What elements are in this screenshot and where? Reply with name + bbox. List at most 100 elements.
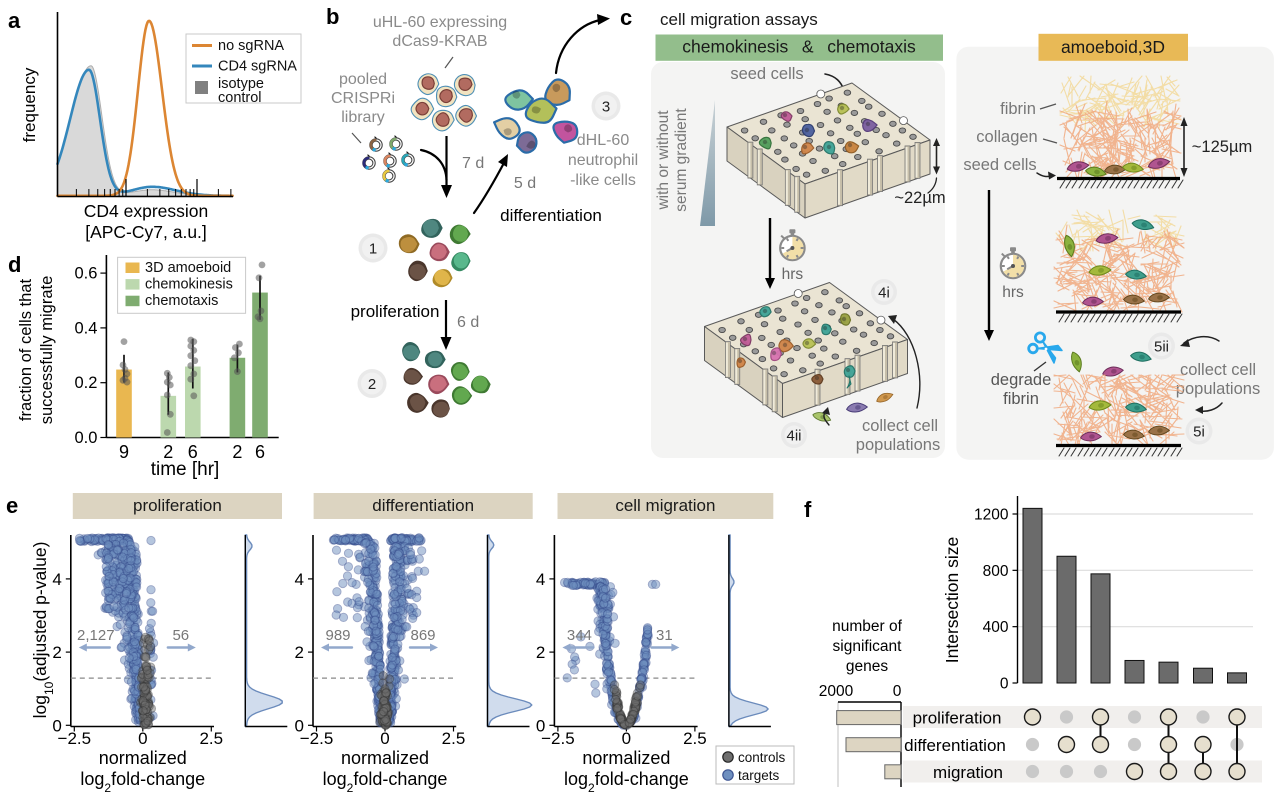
svg-text:1: 1 [369, 240, 377, 257]
svg-text:with or without: with or without [655, 110, 672, 211]
svg-text:pooled: pooled [339, 71, 387, 88]
svg-text:0: 0 [893, 683, 902, 700]
svg-text:56: 56 [172, 627, 189, 644]
svg-text:proliferation: proliferation [351, 302, 440, 321]
svg-text:0.0: 0.0 [74, 429, 97, 447]
svg-text:neutrophil: neutrophil [568, 152, 638, 169]
svg-text:e: e [6, 493, 18, 518]
svg-text:fibrin: fibrin [1000, 100, 1036, 118]
svg-text:0: 0 [1000, 676, 1009, 693]
svg-text:Intersection size: Intersection size [942, 537, 962, 663]
svg-text:CD4 expression: CD4 expression [84, 201, 209, 221]
svg-text:1200: 1200 [974, 507, 1009, 524]
svg-text:successfully migrate: successfully migrate [38, 276, 56, 425]
svg-text:~125µm: ~125µm [1192, 138, 1252, 156]
svg-text:9: 9 [119, 442, 129, 462]
svg-text:6: 6 [188, 442, 198, 462]
svg-text:migration: migration [933, 763, 1003, 782]
svg-text:proliferation: proliferation [913, 709, 1002, 728]
svg-text:c: c [620, 5, 632, 30]
svg-text:2,127: 2,127 [77, 627, 115, 644]
svg-text:cell migration assays: cell migration assays [660, 10, 818, 29]
svg-text:collect cell: collect cell [862, 417, 938, 435]
svg-text:log2fold-change: log2fold-change [564, 769, 689, 795]
svg-text:4i: 4i [878, 284, 890, 301]
svg-text:2: 2 [295, 643, 304, 662]
svg-text:collect cell: collect cell [1180, 361, 1256, 379]
svg-text:2: 2 [232, 442, 242, 462]
svg-text:−2.5: −2.5 [300, 729, 334, 748]
svg-text:~22µm: ~22µm [894, 189, 945, 207]
svg-text:chemokinesis & chemotaxis: chemokinesis & chemotaxis [682, 37, 916, 57]
svg-text:frequency: frequency [20, 67, 39, 142]
svg-text:[APC-Cy7, a.u.]: [APC-Cy7, a.u.] [85, 222, 207, 242]
svg-text:800: 800 [983, 563, 1009, 580]
svg-text:amoeboid,3D: amoeboid,3D [1061, 37, 1165, 57]
svg-text:f: f [804, 497, 812, 522]
svg-text:4: 4 [295, 570, 304, 589]
svg-text:cell migration: cell migration [615, 496, 715, 515]
svg-text:degrade: degrade [991, 371, 1052, 389]
svg-text:hrs: hrs [1002, 284, 1024, 301]
svg-text:seed cells: seed cells [963, 156, 1036, 174]
svg-text:4ii: 4ii [786, 427, 801, 444]
svg-text:2.5: 2.5 [442, 729, 466, 748]
svg-text:-like cells: -like cells [570, 172, 636, 189]
svg-text:normalized: normalized [341, 748, 429, 768]
svg-text:0: 0 [138, 729, 147, 748]
svg-text:0: 0 [52, 716, 61, 735]
svg-text:collagen: collagen [976, 128, 1037, 146]
svg-text:2: 2 [163, 442, 173, 462]
svg-text:b: b [326, 4, 339, 29]
svg-text:populations: populations [1176, 380, 1260, 398]
svg-text:proliferation: proliferation [133, 496, 222, 515]
svg-text:0.4: 0.4 [74, 319, 97, 337]
svg-text:significant: significant [833, 638, 903, 655]
svg-text:5i: 5i [1193, 423, 1205, 440]
svg-text:2.5: 2.5 [199, 729, 223, 748]
svg-text:isotype: isotype [218, 76, 264, 92]
svg-text:differentiation: differentiation [500, 206, 602, 225]
svg-text:3: 3 [602, 98, 610, 115]
svg-text:differentiation: differentiation [904, 736, 1006, 755]
svg-text:no sgRNA: no sgRNA [218, 38, 284, 54]
svg-text:31: 31 [656, 627, 673, 644]
svg-text:fraction of cells that: fraction of cells that [17, 279, 35, 422]
svg-text:869: 869 [410, 627, 435, 644]
svg-text:controls: controls [738, 750, 786, 765]
svg-text:chemokinesis: chemokinesis [145, 277, 233, 293]
svg-text:5 d: 5 d [514, 175, 536, 192]
svg-text:3D amoeboid: 3D amoeboid [145, 260, 231, 276]
svg-text:populations: populations [856, 436, 940, 454]
svg-text:0.6: 0.6 [74, 265, 97, 283]
svg-text:number of: number of [832, 618, 902, 635]
svg-text:−2.5: −2.5 [541, 729, 575, 748]
svg-text:0.2: 0.2 [74, 374, 97, 392]
svg-text:0: 0 [295, 716, 304, 735]
svg-text:fibrin: fibrin [1003, 390, 1039, 408]
svg-text:6 d: 6 d [457, 314, 479, 331]
svg-text:344: 344 [567, 627, 592, 644]
svg-text:log2fold-change: log2fold-change [323, 769, 448, 795]
svg-text:dHL-60: dHL-60 [577, 132, 630, 149]
svg-text:7 d: 7 d [462, 155, 484, 172]
svg-text:4: 4 [536, 570, 545, 589]
svg-text:time [hr]: time [hr] [151, 459, 220, 480]
svg-text:CD4 sgRNA: CD4 sgRNA [218, 59, 297, 75]
svg-text:400: 400 [983, 619, 1009, 636]
svg-text:targets: targets [738, 768, 780, 783]
svg-text:4: 4 [52, 570, 61, 589]
svg-text:5ii: 5ii [1154, 338, 1169, 355]
svg-text:control: control [218, 90, 262, 106]
svg-text:−2.5: −2.5 [58, 729, 92, 748]
svg-text:normalized: normalized [99, 748, 187, 768]
svg-text:0: 0 [536, 716, 545, 735]
svg-text:a: a [8, 8, 21, 33]
svg-text:hrs: hrs [782, 266, 804, 283]
svg-text:2: 2 [368, 376, 376, 393]
svg-text:log2fold-change: log2fold-change [80, 769, 205, 795]
svg-text:2: 2 [52, 643, 61, 662]
svg-text:uHL-60 expressing: uHL-60 expressing [373, 14, 507, 31]
svg-text:CRISPRi: CRISPRi [331, 90, 395, 107]
svg-text:989: 989 [325, 627, 350, 644]
